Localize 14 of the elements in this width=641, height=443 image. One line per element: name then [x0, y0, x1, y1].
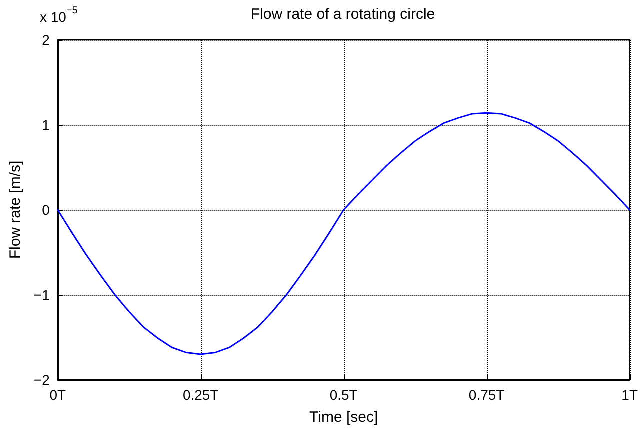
x-tick-label: 0.25T — [182, 387, 220, 403]
x-tick-label: 0T — [50, 387, 66, 403]
line-series — [57, 112, 631, 356]
x-axis-title: Time [sec] — [310, 409, 378, 426]
y-tick-label: 1 — [42, 117, 50, 133]
y-tick-label: −2 — [34, 372, 50, 388]
y-axis-title: Flow rate [m/s] — [7, 160, 24, 260]
y-tick-label: 0 — [42, 202, 50, 218]
y-tick-label: −1 — [34, 287, 50, 303]
x-tick-label: 0.75T — [468, 387, 506, 403]
x-tick-label: 1T — [622, 387, 638, 403]
y-tick-label: 2 — [42, 32, 50, 48]
chart-title: Flow rate of a rotating circle — [250, 6, 436, 23]
x-tick-label: 0.5T — [330, 387, 358, 403]
